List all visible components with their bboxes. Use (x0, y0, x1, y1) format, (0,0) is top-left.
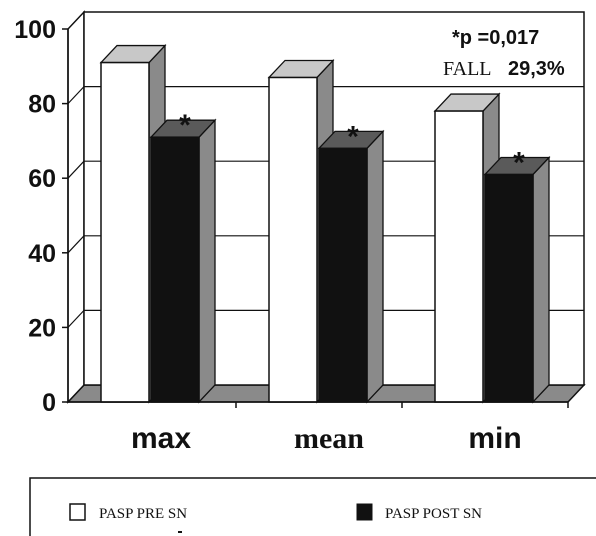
legend-label-pre: PASP PRE SN (99, 506, 187, 522)
bar-post-max-side (198, 118, 216, 404)
significance-marker: * (513, 146, 525, 179)
y-tick-label: 20 (28, 314, 56, 342)
gridline-side (67, 235, 85, 254)
legend-swatch-post (356, 503, 373, 521)
fall-value: 29,3% (508, 58, 565, 80)
bar-post-min (484, 173, 534, 403)
bar-post-mean-side (366, 129, 384, 404)
bar-post-min-side (532, 155, 550, 404)
y-tick-label: 80 (28, 91, 56, 119)
bar-pre-max (100, 61, 150, 403)
bar-pre-min (434, 110, 484, 403)
x-tick-label: min (468, 422, 521, 455)
y-tick-label: 100 (14, 16, 56, 44)
significance-marker: * (347, 120, 359, 153)
x-tick-label: mean (294, 422, 364, 455)
y-tick-label: 40 (28, 240, 56, 268)
gridline-side (67, 309, 85, 328)
fall-label: FALL (443, 58, 492, 80)
bar-pre-mean (268, 76, 318, 403)
p-value-annotation: *p =0,017 (452, 27, 539, 49)
x-tick-label: max (131, 422, 191, 455)
gridline-side (67, 86, 85, 105)
legend-box (29, 477, 596, 536)
y-tick-label: 60 (28, 165, 56, 193)
legend-swatch-pre (69, 503, 86, 521)
significance-marker: * (179, 109, 191, 142)
gridline-side (67, 160, 85, 179)
bar-post-max (150, 136, 200, 403)
y-tick-label: 0 (42, 389, 56, 417)
bars: * * * (99, 43, 551, 404)
legend-tick-mark (178, 531, 182, 533)
legend-label-post: PASP POST SN (385, 506, 482, 522)
axes: 0 20 40 60 80 100 max mean min (14, 16, 569, 455)
chart-side-wall (67, 10, 85, 404)
bar-post-mean (318, 147, 368, 403)
